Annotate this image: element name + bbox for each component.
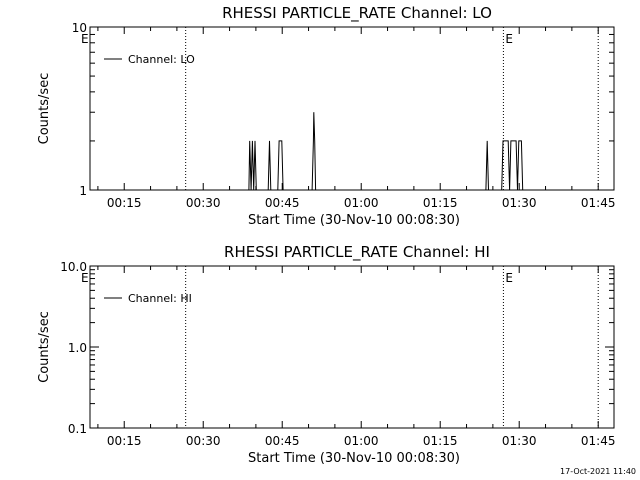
x-axis-label: Start Time (30-Nov-10 00:08:30) (248, 213, 460, 228)
corner-marker-label: E (81, 32, 89, 46)
plot-frame (89, 265, 615, 429)
legend-label: Channel: HI (128, 292, 192, 305)
legend-label: Channel: LO (128, 53, 195, 66)
x-tick-label: 01:00 (344, 434, 379, 448)
x-tick-label: 01:15 (423, 196, 458, 210)
chart-title: RHESSI PARTICLE_RATE Channel: LO (222, 4, 492, 23)
footer-timestamp: 17-Oct-2021 11:40 (560, 467, 636, 476)
y-axis-label: Counts/sec (37, 73, 52, 145)
x-tick-label: 01:45 (581, 434, 616, 448)
x-tick-label: 01:00 (344, 196, 379, 210)
x-tick-label: 00:15 (107, 196, 142, 210)
x-tick-label: 00:45 (265, 434, 300, 448)
y-tick-label: 10 (72, 21, 87, 35)
x-axis-label: Start Time (30-Nov-10 00:08:30) (248, 451, 460, 466)
x-tick-label: 00:30 (186, 196, 221, 210)
y-tick-label: 0.1 (68, 422, 87, 436)
y-axis-label: Counts/sec (37, 311, 52, 383)
x-tick-label: 00:30 (186, 434, 221, 448)
x-tick-label: 01:45 (581, 196, 616, 210)
y-tick-label: 1 (79, 184, 87, 198)
event-marker-label: E (505, 271, 513, 285)
event-marker-label: E (505, 32, 513, 46)
x-tick-label: 01:30 (502, 434, 537, 448)
x-tick-label: 00:45 (265, 196, 300, 210)
x-tick-label: 00:15 (107, 434, 142, 448)
plot-frame (89, 26, 615, 191)
x-tick-label: 01:30 (502, 196, 537, 210)
y-tick-label: 1.0 (68, 341, 87, 355)
x-tick-label: 01:15 (423, 434, 458, 448)
chart-title: RHESSI PARTICLE_RATE Channel: HI (224, 243, 490, 262)
corner-marker-label: E (81, 271, 89, 285)
y-tick-label: 10.0 (60, 260, 87, 274)
series-line (90, 112, 614, 191)
